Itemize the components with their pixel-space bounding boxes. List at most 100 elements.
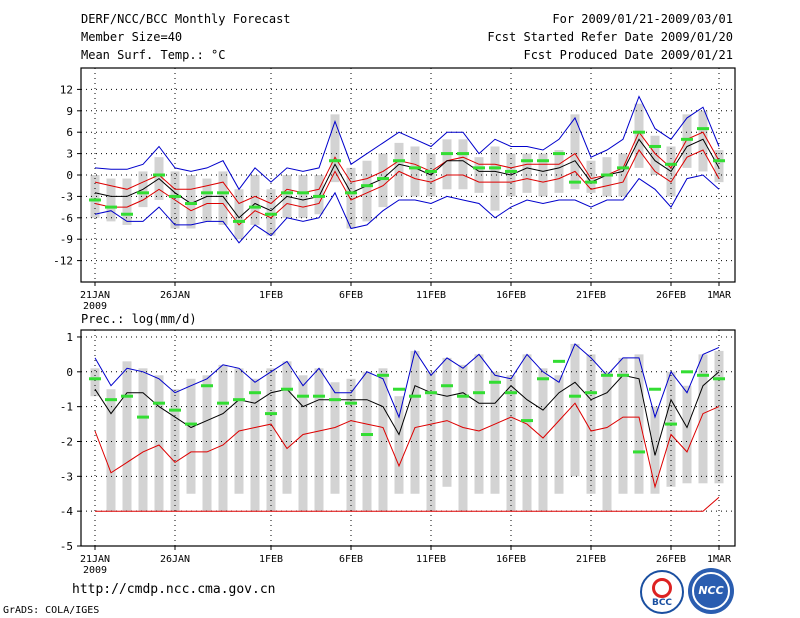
temp-ytick-label-2: 6 bbox=[66, 126, 73, 139]
prec-box-22 bbox=[442, 357, 452, 487]
forecast-start-date: Fcst Started Refer Date 2009/01/20 bbox=[487, 30, 733, 44]
prec-box-37 bbox=[682, 385, 692, 484]
temp-box-20 bbox=[410, 146, 420, 197]
temp-xtick-label-1: 26JAN bbox=[160, 290, 190, 301]
temp-line-min bbox=[94, 174, 720, 244]
prec-box-36 bbox=[666, 371, 676, 487]
prec-box-1 bbox=[106, 389, 116, 512]
ncc-logo-text: NCC bbox=[698, 584, 724, 597]
temp-box-9 bbox=[234, 189, 244, 240]
temp-box-32 bbox=[602, 157, 612, 197]
grads-credit: GrADS: COLA/IGES bbox=[3, 605, 100, 616]
temp-xtick-label-4: 11FEB bbox=[416, 290, 446, 301]
temp-box-10 bbox=[250, 175, 260, 225]
temp-ytick-label-6: -6 bbox=[60, 212, 73, 225]
temp-box-34 bbox=[634, 103, 644, 168]
prec-box-28 bbox=[538, 368, 548, 512]
bcc-logo-text: BCC bbox=[651, 598, 673, 608]
temp-line-q3 bbox=[94, 131, 720, 205]
prec-xtick-label-4: 11FEB bbox=[416, 554, 446, 565]
prec-ytick-label-5: -4 bbox=[60, 505, 74, 518]
temp-box-27 bbox=[522, 153, 532, 193]
prec-xtick-label-6: 21FEB bbox=[576, 554, 606, 565]
prec-box-25 bbox=[490, 371, 500, 494]
temp-box-35 bbox=[650, 135, 660, 175]
temp-box-23 bbox=[458, 139, 468, 190]
temp-box-0 bbox=[90, 175, 100, 218]
temp-xtick-label-7: 26FEB bbox=[656, 290, 686, 301]
temp-line-q1 bbox=[94, 149, 720, 226]
temp-ytick-label-3: 3 bbox=[66, 148, 73, 161]
prec-box-39 bbox=[714, 350, 724, 484]
prec-box-38 bbox=[698, 354, 708, 484]
prec-box-16 bbox=[346, 378, 356, 512]
prec-box-31 bbox=[586, 354, 596, 494]
temp-box-31 bbox=[586, 160, 596, 193]
temp-xtick-label-8: 1MAR bbox=[707, 290, 732, 301]
prec-ytick-label-0: 1 bbox=[66, 331, 73, 344]
variable-label: Mean Surf. Temp.: °C bbox=[81, 48, 226, 62]
temp-box-19 bbox=[394, 142, 404, 197]
temp-box-8 bbox=[218, 171, 228, 225]
prec-box-12 bbox=[282, 361, 292, 494]
temp-xtick-label-3: 6FEB bbox=[339, 290, 363, 301]
prec-box-2 bbox=[122, 361, 132, 512]
temp-box-6 bbox=[186, 175, 196, 229]
prec-box-23 bbox=[458, 364, 468, 512]
temp-box-39 bbox=[714, 150, 724, 183]
temp-xtick-label-6: 21FEB bbox=[576, 290, 606, 301]
temp-box-30 bbox=[570, 114, 580, 190]
prec-xtick-label-3: 6FEB bbox=[339, 554, 363, 565]
temp-box-33 bbox=[618, 153, 628, 197]
temp-box-11 bbox=[266, 189, 276, 236]
precip-title: Prec.: log(mm/d) bbox=[81, 312, 197, 326]
prec-frame bbox=[80, 329, 736, 547]
temp-box-37 bbox=[682, 114, 692, 168]
prec-xtick-label-2: 1FEB bbox=[259, 554, 283, 565]
prec-line-zero bbox=[95, 496, 720, 512]
prec-box-6 bbox=[186, 378, 196, 494]
prec-line-q1 bbox=[94, 402, 720, 489]
temp-xtick-label-2: 1FEB bbox=[259, 290, 283, 301]
prec-box-14 bbox=[314, 368, 324, 512]
prec-box-33 bbox=[618, 357, 628, 494]
temp-ytick-label-1: 9 bbox=[66, 105, 73, 118]
prec-box-18 bbox=[378, 368, 388, 512]
temp-ytick-label-4: 0 bbox=[66, 169, 73, 182]
temp-box-18 bbox=[378, 153, 388, 208]
prec-box-20 bbox=[410, 350, 420, 494]
prec-ytick-label-6: -5 bbox=[60, 540, 73, 553]
prec-xtick-sublabel-0: 2009 bbox=[83, 565, 107, 576]
ncc-logo: NCC bbox=[688, 568, 734, 614]
prec-xtick-label-5: 16FEB bbox=[496, 554, 526, 565]
prec-box-29 bbox=[554, 375, 564, 494]
prec-box-4 bbox=[154, 375, 164, 512]
prec-xtick-label-8: 1MAR bbox=[707, 554, 732, 565]
temp-box-25 bbox=[490, 146, 500, 211]
prec-box-8 bbox=[218, 364, 228, 512]
prec-xtick-label-7: 26FEB bbox=[656, 554, 686, 565]
temp-box-29 bbox=[554, 150, 564, 193]
temp-xtick-label-0: 21JAN bbox=[80, 290, 110, 301]
chart-title: DERF/NCC/BCC Monthly Forecast bbox=[81, 12, 291, 26]
temp-xtick-sublabel-0: 2009 bbox=[83, 301, 107, 312]
prec-box-26 bbox=[506, 375, 516, 512]
temp-line-max bbox=[94, 95, 720, 191]
prec-ytick-label-1: 0 bbox=[66, 366, 73, 379]
temp-box-28 bbox=[538, 153, 548, 197]
prec-xtick-label-1: 26JAN bbox=[160, 554, 190, 565]
prec-box-35 bbox=[650, 406, 660, 494]
temp-ytick-label-5: -3 bbox=[60, 190, 73, 203]
temp-box-7 bbox=[202, 178, 212, 222]
prec-box-7 bbox=[202, 375, 212, 512]
prec-box-15 bbox=[330, 382, 340, 494]
prec-box-30 bbox=[570, 343, 580, 477]
prec-xtick-label-0: 21JAN bbox=[80, 554, 110, 565]
source-url[interactable]: http://cmdp.ncc.cma.gov.cn bbox=[72, 582, 276, 597]
temp-line-mean bbox=[94, 138, 720, 219]
temp-box-2 bbox=[122, 178, 132, 225]
prec-line-mean bbox=[94, 371, 720, 456]
